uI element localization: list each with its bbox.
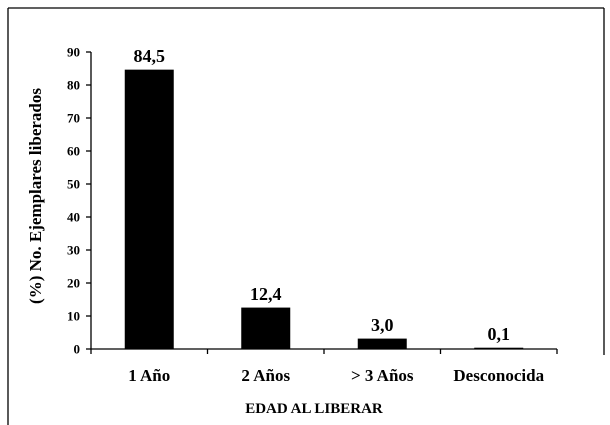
data-label: 0,1 [488,324,511,344]
x-axis-title: EDAD AL LIBERAR [245,401,383,417]
y-tick-label: 60 [67,144,80,159]
y-tick-label: 90 [67,45,80,60]
data-label: 84,5 [134,46,166,66]
y-tick-label: 40 [67,210,80,225]
data-label: 3,0 [371,315,394,335]
y-tick-label: 30 [67,243,80,258]
y-axis-title: (%) No. Ejemplares liberados [26,88,45,304]
y-tick-label: 0 [74,342,81,357]
y-tick-label: 50 [67,177,80,192]
data-label: 12,4 [250,284,282,304]
bar [474,347,524,350]
category-label: 2 Años [241,366,290,385]
bar [357,338,407,350]
category-label: > 3 Años [351,366,414,385]
bar [241,307,291,350]
y-tick-label: 80 [67,78,80,93]
bar [124,69,174,350]
category-label: 1 Año [128,366,170,385]
y-tick-label: 20 [67,276,80,291]
y-tick-label: 70 [67,111,80,126]
y-tick-label: 10 [67,309,80,324]
plot-area: 0 10 20 30 40 50 60 70 80 90 84,5 1 Año 12,4 2 Años 3,… [67,45,558,385]
category-label: Desconocida [453,366,544,385]
